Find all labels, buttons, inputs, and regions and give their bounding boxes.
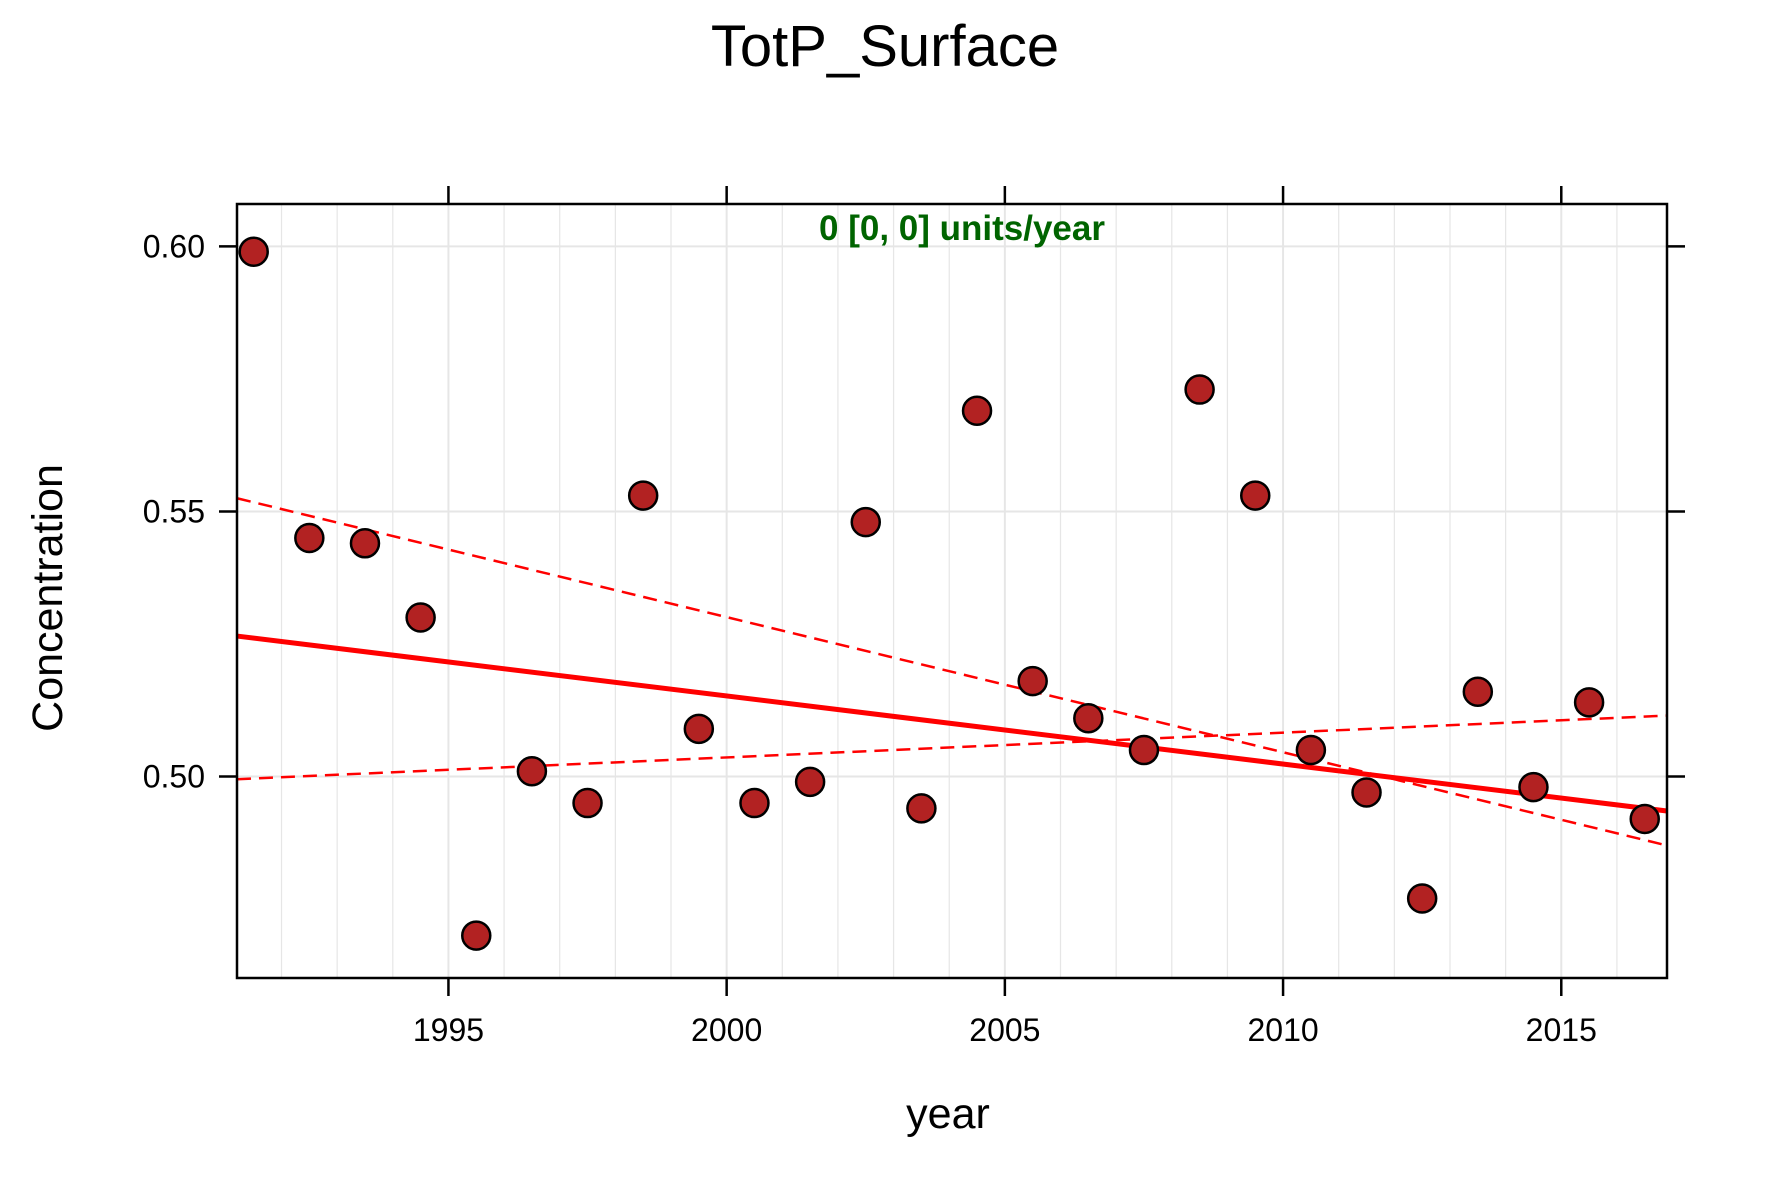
x-tick-label: 2010 bbox=[1247, 1012, 1318, 1048]
data-point bbox=[238, 236, 269, 267]
data-point bbox=[516, 755, 548, 787]
confidence-line-lower bbox=[236, 714, 1668, 781]
y-axis-label: Concentration bbox=[24, 464, 72, 732]
data-point bbox=[627, 480, 659, 511]
data-point bbox=[1629, 803, 1660, 835]
data-point bbox=[294, 522, 325, 554]
x-tick-label: 2005 bbox=[969, 1012, 1040, 1048]
data-points bbox=[238, 236, 1660, 951]
x-tick-label: 2000 bbox=[691, 1012, 762, 1048]
data-point bbox=[572, 787, 603, 819]
data-point bbox=[794, 766, 826, 798]
plot-frame bbox=[235, 202, 1669, 980]
data-point bbox=[1073, 702, 1104, 734]
data-point bbox=[1406, 883, 1438, 914]
data-point bbox=[1351, 777, 1382, 808]
data-point bbox=[1573, 687, 1605, 718]
data-point bbox=[1184, 374, 1215, 405]
data-point bbox=[683, 713, 715, 745]
confidence-line-upper bbox=[236, 497, 1668, 847]
grid bbox=[237, 204, 1667, 978]
y-tick-label: 0.50 bbox=[143, 759, 205, 795]
data-point bbox=[961, 395, 993, 427]
data-point bbox=[461, 920, 492, 951]
data-point bbox=[1239, 480, 1271, 511]
data-point bbox=[349, 528, 381, 559]
x-tick-label: 1995 bbox=[413, 1012, 484, 1048]
confidence-lines bbox=[236, 497, 1668, 847]
data-point bbox=[405, 602, 436, 633]
data-point bbox=[1462, 676, 1494, 707]
y-tick-label: 0.55 bbox=[143, 493, 205, 529]
x-axis-label: year bbox=[906, 1090, 990, 1138]
trend-line bbox=[236, 633, 1668, 814]
axis-ticks: 1995 2000 2005 2010 2015 0.50 0.55 0.60 bbox=[143, 186, 1685, 1048]
data-point bbox=[1128, 734, 1160, 766]
data-point bbox=[906, 793, 937, 824]
data-point bbox=[1017, 665, 1048, 697]
chart-title: TotP_Surface bbox=[711, 14, 1059, 79]
x-tick-label: 2015 bbox=[1526, 1012, 1597, 1048]
data-point bbox=[1518, 771, 1549, 803]
data-point bbox=[850, 506, 882, 538]
data-point bbox=[739, 787, 770, 819]
trend-annotation: 0 [0, 0] units/year bbox=[819, 209, 1105, 248]
data-point bbox=[1295, 734, 1327, 766]
y-tick-label: 0.60 bbox=[143, 228, 205, 264]
trend-lines bbox=[236, 633, 1668, 814]
